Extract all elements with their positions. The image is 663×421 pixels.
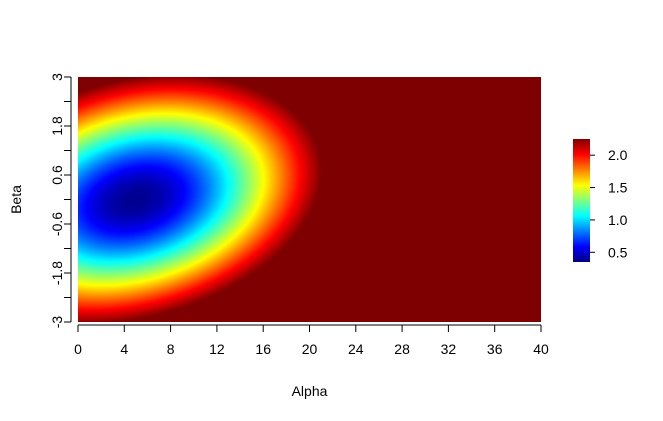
colorbar-gradient [573,139,590,262]
y-axis-title: Beta [8,185,24,214]
y-tick-label: -3 [49,316,65,329]
x-tick-label: 40 [533,341,549,357]
y-tick-label: -0.6 [49,212,65,236]
x-tick-label: 8 [167,341,175,357]
colorbar-tick-label: 2.0 [608,147,628,163]
y-tick-label: 0.6 [49,165,65,185]
colorbar-axis: 0.5 1.0 1.5 2.0 [590,147,628,260]
y-tick-label: 1.8 [49,116,65,136]
y-tick-label: 3 [49,73,65,81]
plot-area [78,77,541,322]
x-tick-label: 4 [120,341,128,357]
x-tick-label: 0 [74,341,82,357]
x-tick-label: 32 [441,341,457,357]
x-tick-label: 20 [302,341,318,357]
colorbar-tick-label: 1.5 [608,180,628,196]
colorbar-tick-label: 1.0 [608,212,628,228]
x-tick-label: 12 [209,341,225,357]
y-tick-label: -1.8 [49,261,65,285]
y-axis: -3 -1.8 -0.6 0.6 1.8 3 [49,73,72,329]
x-tick-label: 36 [487,341,503,357]
x-tick-label: 24 [348,341,364,357]
x-tick-label: 28 [394,341,410,357]
x-axis-title: Alpha [292,383,328,399]
x-axis: 0 4 8 12 16 20 24 28 32 36 40 [74,324,549,357]
colorbar: 0.5 1.0 1.5 2.0 [573,139,628,262]
heatmap-surface [78,77,541,322]
colorbar-tick-label: 0.5 [608,244,628,260]
x-tick-label: 16 [255,341,271,357]
